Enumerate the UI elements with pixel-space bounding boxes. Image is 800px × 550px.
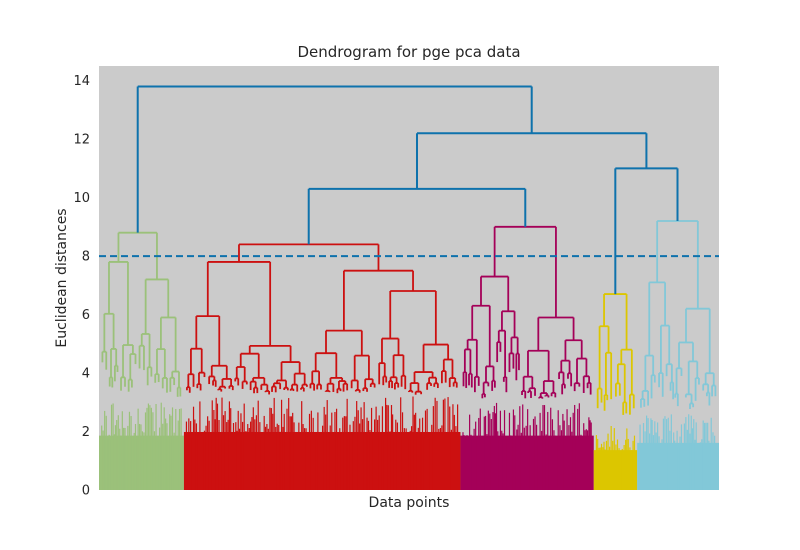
plot-area — [99, 66, 719, 490]
dendrogram-branches — [99, 85, 719, 490]
y-tick-label: 2 — [82, 425, 90, 440]
y-axis-title: Euclidean distances — [54, 208, 70, 347]
y-tick-label: 12 — [73, 133, 90, 148]
chart-title: Dendrogram for pge pca data — [297, 43, 520, 61]
y-tick-label: 10 — [73, 191, 90, 206]
y-axis-ticks: 0 2 4 6 8 10 12 14 — [73, 74, 90, 498]
x-axis-title: Data points — [369, 495, 450, 511]
y-tick-label: 8 — [82, 250, 90, 265]
y-tick-label: 0 — [82, 484, 90, 499]
y-tick-label: 6 — [82, 308, 90, 323]
y-tick-label: 4 — [82, 367, 90, 382]
y-tick-label: 14 — [73, 74, 90, 89]
